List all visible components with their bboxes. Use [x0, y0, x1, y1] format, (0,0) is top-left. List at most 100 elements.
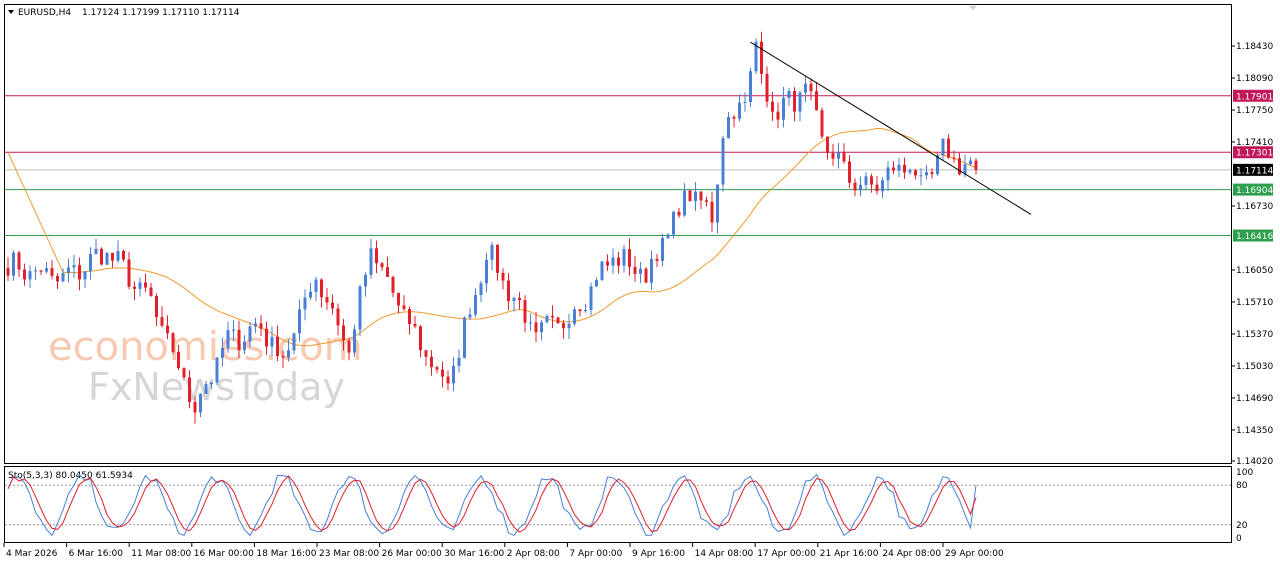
- candle-body: [375, 248, 378, 264]
- candle-body: [952, 157, 956, 159]
- candle-body: [237, 329, 241, 351]
- candle-body: [105, 252, 109, 265]
- candle-body: [226, 330, 230, 348]
- candle-body: [853, 182, 857, 191]
- dropdown-triangle-icon[interactable]: [8, 10, 14, 14]
- candle-body: [276, 336, 279, 357]
- candle-body: [232, 329, 235, 331]
- candle-body: [265, 328, 268, 347]
- candle-body: [831, 153, 835, 159]
- candle-body: [342, 325, 345, 341]
- current-price-text: 1.17114: [1236, 166, 1273, 176]
- candle-body: [694, 191, 697, 202]
- candle-body: [314, 279, 318, 292]
- stochastic-label: Sto(5,3,3) 80.0450 61.5934: [8, 471, 133, 481]
- candle-body: [716, 184, 719, 223]
- candle-body: [402, 305, 406, 309]
- candle-body: [974, 160, 978, 170]
- candle-body: [254, 323, 257, 327]
- candle-body: [452, 365, 455, 384]
- collapse-triangle-icon[interactable]: [969, 6, 977, 10]
- candle-body: [617, 257, 620, 266]
- candle-body: [424, 350, 428, 357]
- candle-body: [666, 234, 670, 239]
- candle-body: [738, 102, 741, 119]
- candle-body: [182, 368, 186, 378]
- candle-body: [820, 110, 824, 137]
- candle-body: [809, 83, 813, 92]
- candle-body: [710, 201, 714, 223]
- candle-body: [479, 283, 483, 295]
- candle-body: [562, 323, 565, 329]
- stochastic-lines: [5, 473, 1231, 537]
- candle-body: [243, 341, 246, 351]
- candle-body: [540, 322, 543, 333]
- candle-body: [380, 263, 384, 268]
- time-tick-label: 18 Mar 16:00: [256, 549, 316, 559]
- stochastic-k-line: [7, 473, 977, 537]
- level-tag-text: 1.17901: [1236, 92, 1273, 102]
- candle-body: [149, 287, 153, 297]
- candle-body: [166, 325, 169, 334]
- candle-body: [545, 316, 549, 323]
- candle-body: [100, 248, 103, 265]
- candle-body: [705, 200, 708, 202]
- time-tick-label: 26 Mar 00:00: [382, 549, 442, 559]
- candle-body: [589, 286, 593, 310]
- candle-body: [215, 357, 219, 383]
- level-tag: [1233, 183, 1273, 196]
- level-tag-text: 1.16416: [1236, 232, 1273, 242]
- candle-body: [364, 274, 367, 287]
- time-tick-label: 7 Apr 00:00: [569, 549, 622, 559]
- candle-body: [760, 41, 763, 74]
- stochastic-axis: 100 80 20 0: [1236, 468, 1253, 544]
- candle-body: [551, 316, 554, 318]
- candle-body: [584, 309, 587, 312]
- candle-body: [386, 267, 389, 277]
- candle-body: [430, 356, 433, 368]
- time-tick-label: 24 Apr 08:00: [882, 549, 941, 559]
- candle-body: [864, 176, 868, 185]
- candle-body: [644, 268, 648, 283]
- price-tick-label: 1.14350: [1236, 426, 1273, 436]
- time-tick-label: 21 Apr 16:00: [820, 549, 879, 559]
- candle-body: [534, 322, 538, 333]
- candle-body: [897, 164, 901, 171]
- candles: [6, 31, 978, 424]
- candle-body: [501, 272, 505, 281]
- candle-body: [765, 73, 769, 102]
- time-tick-label: 16 Mar 00:00: [194, 549, 254, 559]
- time-tick-label: 23 Mar 08:00: [319, 549, 379, 559]
- candle-body: [622, 249, 626, 266]
- candle-body: [523, 300, 527, 323]
- candle-body: [248, 326, 252, 342]
- candle-body: [507, 280, 510, 302]
- candle-body: [397, 292, 400, 306]
- trendline-line: [750, 41, 1032, 215]
- candle-body: [287, 350, 290, 358]
- candle-body: [298, 309, 301, 334]
- candle-body: [650, 258, 653, 283]
- candle-body: [309, 291, 312, 298]
- trendline[interactable]: [750, 41, 1032, 215]
- candle-body: [881, 180, 884, 192]
- level-tag: [1233, 146, 1273, 159]
- candle-body: [391, 276, 395, 293]
- candle-body: [947, 138, 950, 158]
- candle-body: [34, 270, 37, 272]
- candle-body: [567, 323, 571, 329]
- price-tick-label: 1.17750: [1236, 106, 1273, 116]
- candle-body: [683, 190, 686, 216]
- horizontal-levels: 1.17901 1.17301 1.16904 1.16416 1.17114: [5, 89, 1273, 242]
- candle-body: [419, 326, 422, 351]
- time-tick-label: 6 Mar 16:00: [69, 549, 124, 559]
- candle-body: [408, 308, 411, 324]
- candle-body: [842, 152, 846, 162]
- candle-body: [116, 251, 120, 261]
- time-tick-label: 9 Apr 16:00: [632, 549, 685, 559]
- candle-body: [556, 317, 560, 324]
- candle-body: [804, 83, 807, 93]
- candle-body: [732, 116, 736, 119]
- candle-body: [133, 286, 136, 289]
